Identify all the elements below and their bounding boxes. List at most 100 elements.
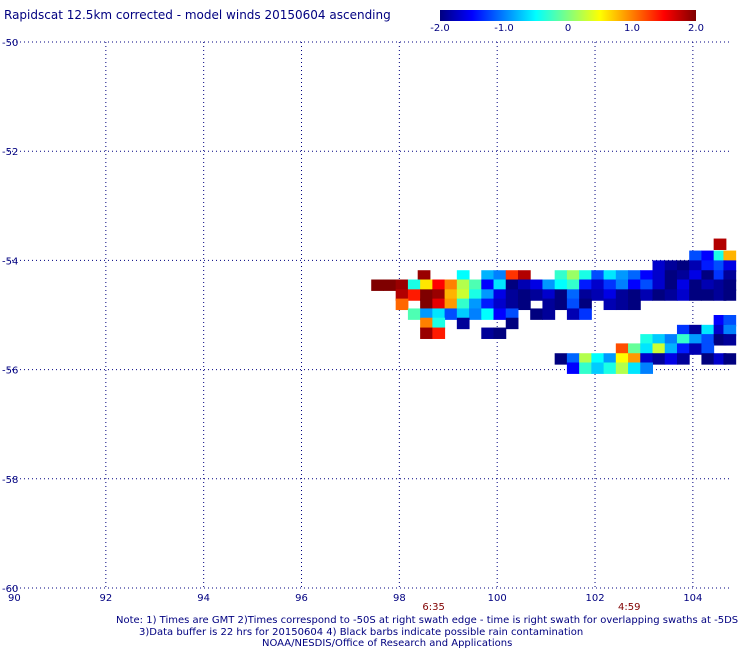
heatmap-cell bbox=[579, 270, 592, 282]
heatmap-cell bbox=[456, 308, 470, 320]
heatmap-cell bbox=[689, 343, 702, 355]
heatmap-cell bbox=[566, 362, 580, 374]
heatmap-cell bbox=[713, 334, 727, 346]
heatmap-cell bbox=[432, 308, 446, 320]
heatmap-cell bbox=[723, 289, 737, 301]
heatmap-cell bbox=[713, 238, 727, 250]
heatmap-cell bbox=[723, 315, 737, 327]
colorbar-label: 1.0 bbox=[624, 23, 640, 34]
x-tick-label: 96 bbox=[295, 593, 308, 604]
heatmap-cell bbox=[591, 353, 605, 365]
heatmap-cell bbox=[566, 279, 580, 291]
heatmap-cell bbox=[676, 353, 690, 365]
heatmap-cell bbox=[603, 353, 617, 365]
heatmap-cell bbox=[432, 298, 446, 311]
heatmap-cell bbox=[481, 289, 495, 301]
heatmap-cell bbox=[640, 279, 654, 291]
heatmap-cell bbox=[628, 289, 641, 301]
heatmap-cell bbox=[579, 289, 592, 301]
heatmap-cell bbox=[542, 308, 556, 320]
heatmap-cell bbox=[505, 279, 519, 291]
heatmap-cell bbox=[640, 343, 654, 355]
heatmap-cell bbox=[615, 270, 629, 282]
heatmap-cell bbox=[530, 289, 543, 301]
heatmap-cell bbox=[689, 250, 702, 262]
heatmap-cell bbox=[615, 289, 629, 301]
heatmap-cell bbox=[407, 308, 421, 320]
x-tick-label: 92 bbox=[99, 593, 112, 604]
heatmap-cell bbox=[554, 279, 568, 291]
heatmap-cell bbox=[701, 343, 715, 355]
heatmap-cell bbox=[676, 343, 690, 355]
heatmap-cell bbox=[640, 334, 654, 346]
heatmap-cell bbox=[542, 279, 556, 291]
heatmap-cell bbox=[456, 298, 470, 311]
heatmap-cell bbox=[395, 298, 409, 311]
heatmap-cell bbox=[469, 298, 482, 311]
heatmap-cell bbox=[407, 289, 421, 301]
note-line-2: 3)Data buffer is 22 hrs for 20150604 4) … bbox=[139, 627, 584, 638]
heatmap-cell bbox=[615, 298, 629, 311]
heatmap-cell bbox=[444, 279, 458, 291]
x-tick-label: 100 bbox=[488, 593, 507, 604]
heatmap-cell bbox=[481, 308, 495, 320]
x-tick-label: 98 bbox=[393, 593, 406, 604]
heatmap-cell bbox=[628, 298, 641, 311]
heatmap-cell bbox=[481, 327, 495, 339]
heatmap-cell bbox=[628, 362, 641, 374]
heatmap-cell bbox=[689, 324, 702, 337]
heatmap-cell bbox=[640, 362, 654, 374]
heatmap-cell bbox=[481, 270, 495, 282]
heatmap-cell bbox=[713, 279, 727, 291]
heatmap-cell bbox=[701, 250, 715, 262]
heatmap-cell bbox=[615, 279, 629, 291]
heatmap-cell bbox=[701, 353, 715, 365]
heatmap-cell bbox=[493, 289, 507, 301]
heatmap-cell bbox=[542, 289, 556, 301]
heatmap-cell bbox=[566, 298, 580, 311]
heatmap-cell bbox=[530, 308, 543, 320]
heatmap-cell bbox=[469, 279, 482, 291]
heatmap-cell bbox=[517, 279, 531, 291]
heatmap-cell bbox=[579, 362, 592, 374]
x-tick-label: 90 bbox=[8, 593, 21, 604]
heatmap-cell bbox=[713, 315, 727, 327]
y-tick-label: -58 bbox=[2, 475, 18, 486]
y-tick-label: -54 bbox=[2, 256, 18, 267]
heatmap-cell bbox=[444, 289, 458, 301]
heatmap-cell bbox=[628, 353, 641, 365]
heatmap-cell bbox=[615, 362, 629, 374]
heatmap-cell bbox=[517, 289, 531, 301]
heatmap-cell bbox=[591, 270, 605, 282]
heatmap-cell bbox=[640, 270, 654, 282]
heatmap-cell bbox=[417, 270, 431, 282]
heatmap-cell bbox=[420, 308, 433, 320]
heatmap-cell bbox=[689, 334, 702, 346]
heatmap-cell bbox=[723, 353, 737, 365]
heatmap-cell bbox=[676, 334, 690, 346]
heatmap-cell bbox=[723, 334, 737, 346]
x-tick-label: 94 bbox=[197, 593, 210, 604]
heatmap-cell bbox=[713, 353, 727, 365]
heatmap-cell bbox=[701, 334, 715, 346]
heatmap-cell bbox=[615, 343, 629, 355]
heatmap-cell bbox=[701, 260, 715, 272]
heatmap-cell bbox=[701, 279, 715, 291]
heatmap-cell bbox=[505, 270, 519, 282]
heatmap-cell bbox=[652, 279, 666, 291]
heatmap-cell bbox=[723, 260, 737, 272]
heatmap-cell bbox=[395, 289, 409, 301]
heatmap-cell bbox=[689, 270, 702, 282]
heatmap-cell bbox=[505, 298, 519, 311]
heatmap-cell bbox=[676, 289, 690, 301]
heatmap-cell bbox=[420, 289, 433, 301]
time-label: 6:35 bbox=[422, 602, 444, 613]
colorbar-label: 2.0 bbox=[688, 23, 704, 34]
heatmap-cell bbox=[505, 317, 519, 330]
heatmap-cell bbox=[723, 279, 737, 291]
heatmap-cell bbox=[505, 308, 519, 320]
heatmap-cell bbox=[664, 289, 678, 301]
heatmap-cell bbox=[432, 279, 446, 291]
